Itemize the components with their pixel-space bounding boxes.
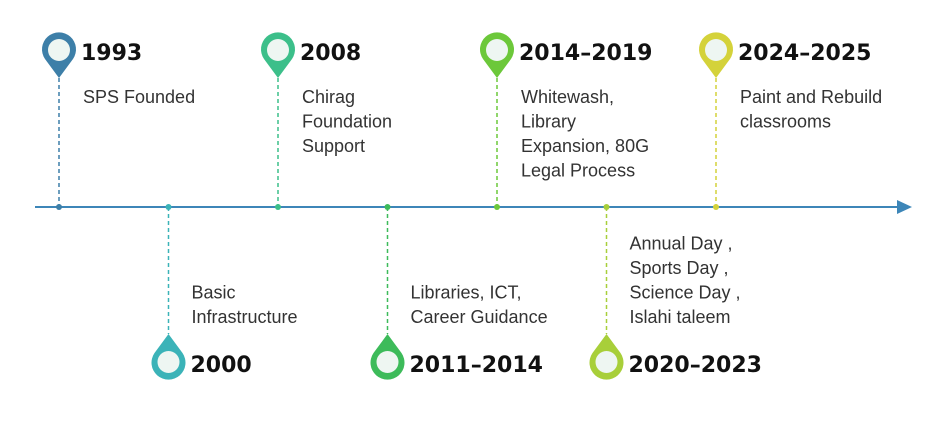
axis-dot [56,204,62,210]
event-description: Basic [192,282,236,302]
pin-inner [267,39,289,61]
axis-dot [165,204,172,210]
event-description: Expansion, 80G [521,136,649,156]
event-description: Paint and Rebuild [740,87,882,107]
pin-inner [376,351,399,373]
pin-inner [595,351,618,373]
pin-inner [705,39,727,61]
event-description: Islahi taleem [630,307,731,327]
event-description: Legal Process [521,160,635,180]
pin-inner [48,39,70,61]
event-description: Chirag [302,87,355,107]
axis-dot [384,204,391,210]
event-year: 2011–2014 [410,353,543,378]
event-description: classrooms [740,111,831,131]
event-description: Career Guidance [411,307,548,327]
event-description: Sports Day , [630,258,729,278]
event-year: 2000 [191,353,252,378]
event-year: 2024–2025 [738,41,871,66]
event-description: Foundation [302,111,392,131]
event-description: Library [521,111,576,131]
pin-inner [486,39,508,61]
event-year: 1993 [81,41,142,66]
event-year: 2008 [300,41,361,66]
pin-inner [157,351,180,373]
event-year: 2020–2023 [629,353,762,378]
axis-dot [603,204,610,210]
event-description: Annual Day , [630,233,733,253]
event-description: Whitewash, [521,87,614,107]
event-year: 2014–2019 [519,41,652,66]
axis-dot [275,204,281,210]
event-description: Infrastructure [192,307,298,327]
event-description: Libraries, ICT, [411,282,522,302]
axis-dot [713,204,719,210]
axis-dot [494,204,500,210]
event-description: Science Day , [630,282,741,302]
event-description: SPS Founded [83,87,195,107]
event-description: Support [302,136,365,156]
axis-arrow [897,200,912,214]
